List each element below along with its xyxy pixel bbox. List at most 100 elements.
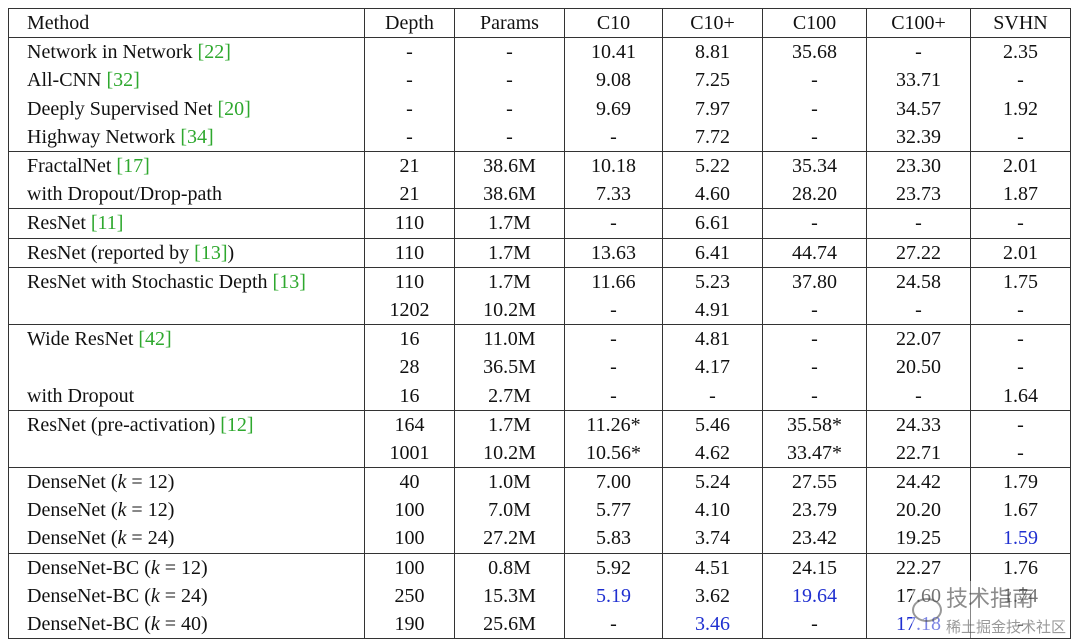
value-cell: 1.7M bbox=[454, 267, 565, 296]
method-cell: ResNet (pre-activation) [12] bbox=[8, 410, 365, 439]
method-name: DenseNet ( bbox=[27, 499, 118, 522]
value-cell: 23.42 bbox=[762, 524, 867, 554]
value-cell: 40 bbox=[364, 467, 455, 497]
value-cell: - bbox=[564, 353, 663, 382]
value-cell: 3.62 bbox=[662, 581, 763, 610]
value-cell: 13.63 bbox=[564, 238, 663, 268]
value-cell: 4.62 bbox=[662, 438, 763, 468]
value-cell: 1.76 bbox=[970, 553, 1071, 582]
value-cell: - bbox=[762, 122, 867, 152]
value-cell: - bbox=[564, 609, 663, 639]
value-cell: 10.18 bbox=[564, 151, 663, 181]
citation-link[interactable]: [22] bbox=[197, 41, 231, 64]
growth-rate-symbol: k bbox=[117, 471, 127, 494]
value-cell: 34.57 bbox=[866, 94, 971, 123]
table-row: Deeply Supervised Net [20] - -9.69 7.97-34.… bbox=[8, 94, 1071, 123]
value-cell: 2.01 bbox=[970, 151, 1071, 181]
value-cell: 110 bbox=[364, 267, 455, 296]
method-name: Deeply Supervised Net bbox=[27, 97, 218, 120]
citation-link[interactable]: [34] bbox=[180, 125, 214, 148]
table-body: Network in Network [22] - -10.41 8.81 35.68-… bbox=[8, 37, 1071, 639]
method-cell: with Dropout/Drop-path bbox=[8, 180, 365, 209]
value-cell: 110 bbox=[364, 238, 455, 268]
results-table: Method Depth Params C10 C10+ C100 C100+ SVHN Ne… bbox=[8, 8, 1071, 639]
method-cell: FractalNet [17] bbox=[8, 151, 365, 181]
value-cell: 100 bbox=[364, 496, 455, 525]
column-header: SVHN bbox=[970, 8, 1071, 38]
value-cell: 27.55 bbox=[762, 467, 867, 497]
method-name: ResNet (pre-activation) bbox=[27, 413, 221, 436]
citation-link[interactable]: [32] bbox=[106, 69, 140, 92]
table-row: ResNet with Stochastic Depth [13] 110 1.7M… bbox=[8, 267, 1071, 296]
value-cell: 1.75 bbox=[970, 267, 1071, 296]
value-cell: - bbox=[454, 66, 565, 95]
value-cell: 11.0M bbox=[454, 324, 565, 354]
value-cell: 19.25 bbox=[866, 524, 971, 554]
method-cell: Deeply Supervised Net [20] bbox=[8, 94, 365, 123]
table-row: DenseNet (k = 12) 40 1.0M 7.00 5.24 27.55 24.4… bbox=[8, 467, 1071, 497]
method-name: Network in Network bbox=[27, 41, 198, 64]
value-cell: - bbox=[364, 122, 455, 152]
value-cell: 24.15 bbox=[762, 553, 867, 582]
value-cell: - bbox=[762, 324, 867, 354]
value-cell: 5.83 bbox=[564, 524, 663, 554]
method-name: DenseNet ( bbox=[27, 471, 118, 494]
value-cell: - bbox=[866, 37, 971, 67]
value-cell: 7.97 bbox=[662, 94, 763, 123]
value-cell: 38.6M bbox=[454, 180, 565, 209]
value-cell: 27.22 bbox=[866, 238, 971, 268]
value-cell: 22.07 bbox=[866, 324, 971, 354]
table-row: All-CNN [32] - -9.08 7.25-33.71- bbox=[8, 66, 1071, 95]
value-cell: 33.71 bbox=[866, 66, 971, 95]
value-cell: 164 bbox=[364, 410, 455, 439]
value-cell: 3.46 bbox=[662, 609, 763, 639]
method-cell: ResNet with Stochastic Depth [13] bbox=[8, 267, 365, 296]
value-cell: 28.20 bbox=[762, 180, 867, 209]
method-cell: All-CNN [32] bbox=[8, 66, 365, 95]
method-name: DenseNet-BC ( bbox=[27, 556, 151, 579]
value-cell: 1.92 bbox=[970, 94, 1071, 123]
value-cell: 16 bbox=[364, 324, 455, 354]
value-cell: 1.67 bbox=[970, 496, 1071, 525]
citation-link[interactable]: [12] bbox=[220, 413, 254, 436]
value-cell: - bbox=[970, 410, 1071, 439]
growth-rate-symbol: k bbox=[117, 527, 127, 550]
value-cell: 4.81 bbox=[662, 324, 763, 354]
growth-rate-value: = 12) bbox=[126, 471, 175, 494]
method-name: ResNet bbox=[27, 212, 91, 235]
value-cell: - bbox=[762, 66, 867, 95]
value-cell: 32.39 bbox=[866, 122, 971, 152]
value-cell: 1.7M bbox=[454, 238, 565, 268]
citation-link[interactable]: [11] bbox=[90, 212, 124, 235]
watermark-title: 技术指南 bbox=[945, 587, 1034, 612]
value-cell: 7.0M bbox=[454, 496, 565, 525]
method-cell: ResNet [11] bbox=[8, 208, 365, 238]
value-cell: - bbox=[762, 609, 867, 639]
citation-link[interactable]: [42] bbox=[138, 328, 172, 351]
citation-link[interactable]: [20] bbox=[217, 97, 251, 120]
column-header: C10 bbox=[564, 8, 663, 38]
citation-link[interactable]: [13] bbox=[272, 270, 306, 293]
value-cell: 35.58* bbox=[762, 410, 867, 439]
method-name: Wide ResNet bbox=[27, 328, 139, 351]
citation-link[interactable]: [13] bbox=[194, 241, 228, 264]
value-cell: 3.74 bbox=[662, 524, 763, 554]
value-cell: - bbox=[970, 438, 1071, 468]
value-cell: 20.20 bbox=[866, 496, 971, 525]
method-name: DenseNet-BC ( bbox=[27, 613, 151, 636]
table-row: 28 36.5M -4.17-20.50- bbox=[8, 353, 1071, 382]
growth-rate-value: = 40) bbox=[159, 613, 208, 636]
value-cell: - bbox=[970, 208, 1071, 238]
value-cell: - bbox=[970, 122, 1071, 152]
watermark: 技术指南 稀土掘金技术社区 bbox=[911, 581, 1066, 638]
table-row: Highway Network [34] - - -7.72-32.39- bbox=[8, 122, 1071, 152]
method-name: with Dropout/Drop-path bbox=[27, 183, 222, 206]
value-cell: - bbox=[762, 94, 867, 123]
value-cell: 4.17 bbox=[662, 353, 763, 382]
citation-link[interactable]: [17] bbox=[116, 155, 150, 178]
value-cell: 24.33 bbox=[866, 410, 971, 439]
value-cell: 1.74 bbox=[970, 581, 1071, 610]
value-cell: 4.60 bbox=[662, 180, 763, 209]
value-cell: 1.64 bbox=[970, 381, 1071, 411]
value-cell: 23.79 bbox=[762, 496, 867, 525]
